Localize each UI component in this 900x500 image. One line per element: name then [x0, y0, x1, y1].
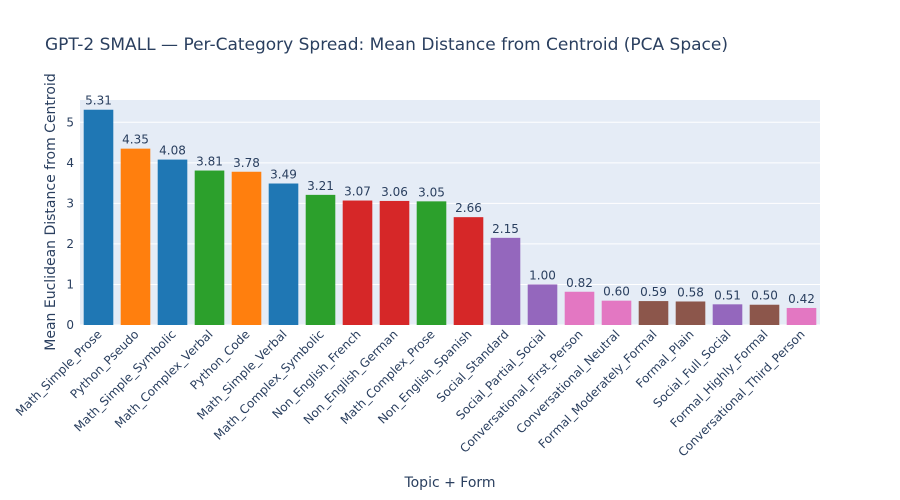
y-tick-label: 1 [66, 277, 74, 291]
y-tick-label: 0 [66, 318, 74, 332]
bar-social-full-social[interactable] [712, 304, 743, 325]
x-axis-title: Topic + Form [403, 475, 495, 491]
x-axis-ticks: Math_Simple_ProsePython_PseudoMath_Simpl… [13, 327, 808, 459]
y-tick-label: 2 [66, 237, 74, 251]
y-axis-title: Mean Euclidean Distance from Centroid [43, 73, 59, 350]
bar-value-label: 3.81 [196, 155, 223, 169]
bar-social-standard[interactable] [490, 237, 521, 325]
bar-math-complex-symbolic[interactable] [305, 194, 336, 325]
y-tick-label: 5 [66, 115, 74, 129]
bar-value-label: 0.60 [603, 285, 630, 299]
bar-math-complex-verbal[interactable] [194, 170, 225, 325]
bar-value-label: 3.06 [381, 185, 408, 199]
bar-math-complex-prose[interactable] [416, 201, 447, 325]
bar-formal-highly-formal[interactable] [749, 304, 780, 325]
bar-math-simple-prose[interactable] [83, 109, 114, 325]
bar-conversational-neutral[interactable] [601, 300, 632, 325]
bar-value-label: 0.82 [566, 276, 593, 290]
bar-value-label: 5.31 [85, 94, 112, 108]
bar-conversational-third-person[interactable] [786, 307, 817, 325]
bar-social-partial-social[interactable] [527, 284, 558, 325]
y-axis-ticks: 0 1 2 3 4 5 [66, 115, 74, 332]
bar-value-label: 3.21 [307, 179, 334, 193]
bar-value-label: 2.15 [492, 222, 519, 236]
bar-value-label: 0.59 [640, 285, 667, 299]
bar-value-label: 3.05 [418, 185, 445, 199]
bar-math-simple-verbal[interactable] [268, 183, 299, 325]
bar-value-label: 3.78 [233, 156, 260, 170]
y-tick-label: 4 [66, 156, 74, 170]
bar-value-label: 0.42 [788, 292, 815, 306]
bar-non-english-german[interactable] [379, 200, 410, 325]
bar-conversational-first-person[interactable] [564, 291, 595, 325]
bars [83, 109, 817, 325]
bar-value-label: 2.66 [455, 201, 482, 215]
bar-value-label: 4.08 [159, 144, 186, 158]
bar-formal-plain[interactable] [675, 301, 706, 325]
bar-value-label: 0.50 [751, 289, 778, 303]
bar-python-pseudo[interactable] [120, 148, 151, 325]
bar-value-label: 0.58 [677, 285, 704, 299]
bar-non-english-french[interactable] [342, 200, 373, 325]
bar-math-simple-symbolic[interactable] [157, 159, 188, 325]
bar-value-label: 3.49 [270, 168, 297, 182]
bar-formal-moderately-formal[interactable] [638, 301, 669, 325]
bar-value-labels: 5.31 4.35 4.08 3.81 3.78 3.49 3.21 3.07 3.06 3.05… [85, 94, 815, 306]
bar-value-label: 0.51 [714, 288, 741, 302]
bar-value-label: 4.35 [122, 133, 149, 147]
plot-area [80, 100, 820, 325]
bar-value-label: 3.07 [344, 185, 371, 199]
bar-python-code[interactable] [231, 171, 262, 325]
bar-non-english-spanish[interactable] [453, 217, 484, 325]
bar-value-label: 1.00 [529, 268, 556, 282]
y-tick-label: 3 [66, 196, 74, 210]
chart-title: GPT-2 SMALL — Per-Category Spread: Mean … [45, 35, 728, 55]
